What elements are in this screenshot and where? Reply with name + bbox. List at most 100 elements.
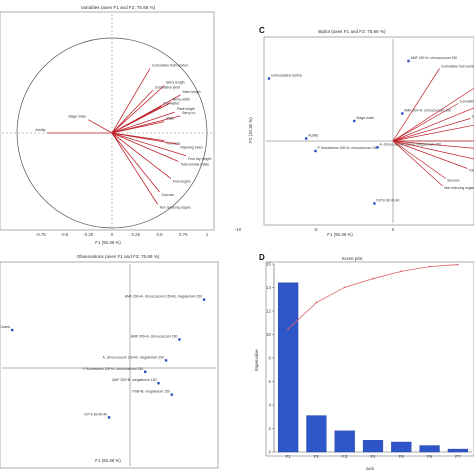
panel-a-frame [0, 11, 215, 231]
scree-bar [334, 430, 355, 453]
x-tick-label: 0.25 [131, 232, 140, 237]
variable-label: Berry no. [182, 111, 196, 115]
observation-label: A. chroococcum 150+B. megaterium 150 [103, 355, 165, 359]
variable-vector [392, 118, 471, 142]
panel-c-ylabel: F2 (10.30 %) [248, 117, 253, 143]
observation-point [314, 149, 317, 153]
cumulative-point [315, 301, 318, 304]
scree-bar [391, 441, 412, 453]
scree-bar [447, 448, 468, 453]
observation-label: PSB+B. megaterium 150 [132, 390, 170, 394]
variable-label: Cumulative fruit number [152, 63, 189, 67]
variable-vector [111, 132, 160, 193]
observation-point [407, 59, 410, 63]
scree-bar [362, 440, 384, 453]
x-tick-label: -0.25 [83, 232, 94, 237]
cumulative-point [287, 328, 290, 330]
cumulative-point [456, 263, 459, 266]
panel-c-frame [263, 36, 474, 226]
y-tick-label: 6 [269, 379, 272, 384]
variable-label: Cumulative yield [460, 100, 474, 104]
panel-a-variables: Variables (axes F1 and F2: 75.68 %) Cumu… [0, 5, 215, 245]
x-tick-label: F6 [427, 454, 433, 459]
variable-vector [392, 88, 474, 142]
cumulative-point [372, 277, 374, 280]
observation-label: Acidity [308, 134, 318, 138]
observation-point [178, 338, 181, 341]
panel-c-title: Biplot (axes F1 and F2: 75.68 %) [318, 29, 386, 34]
variable-vector [392, 140, 468, 169]
panel-b-observations: Observations (axes F1 and F2: 75.68 %) C… [0, 254, 219, 469]
panel-d-scree: D Scree plot 0 2 4 6 8 10 12 14 16 F1 F2 F3 F4 F5 F6 F7… [254, 253, 474, 471]
observation-label: AMF 150+A. chroococcum 150 [411, 56, 458, 60]
observation-point [401, 112, 404, 115]
x-tick-label: -0.75 [36, 232, 47, 237]
variable-vector [392, 103, 459, 142]
panel-b-frame [0, 261, 219, 469]
x-tick-label: -0.5 [61, 232, 69, 237]
variable-vector [111, 106, 162, 134]
variable-vector [111, 121, 165, 134]
cumulative-point [428, 265, 431, 268]
panel-d-title: Scree plot [342, 256, 363, 261]
observation-point [164, 359, 168, 362]
observation-label: Control [0, 325, 10, 329]
x-tick-label: F4 [370, 454, 376, 459]
panel-d-letter: D [259, 253, 265, 262]
cumulative-point [343, 286, 346, 289]
observation-point [107, 416, 111, 419]
panel-d-ylabel: Eigenvalue [254, 349, 259, 371]
variable-vector [111, 111, 175, 134]
y-tick-label: 14 [266, 285, 271, 290]
observation-point [11, 328, 14, 332]
x-tick-label: 0.75 [179, 232, 188, 237]
variable-label: Non reducing sugars [444, 186, 474, 190]
x-tick-label: -5 [314, 227, 318, 232]
variable-label: Dry matter [163, 101, 180, 105]
y-tick-label: 8 [269, 356, 272, 361]
x-tick-label: F2 [314, 454, 320, 459]
cumulative-variability-line [287, 264, 458, 330]
panel-b-xlabel: F1 (65.38 %) [95, 458, 121, 463]
variable-vector [111, 85, 165, 134]
variable-vector [111, 89, 154, 134]
variable-label: Total soluble solids [469, 169, 474, 173]
observation-label: A. chroococcum 150+B. megaterium 150 [380, 142, 442, 146]
variable-label: Sucrose [447, 179, 460, 183]
y-tick-label: 2 [269, 426, 272, 431]
observation-point [202, 298, 206, 301]
variable-label: Non reducing sugars [160, 205, 192, 209]
variable-vector [111, 132, 187, 157]
x-tick-label: F1 [286, 454, 292, 459]
variable-vector [392, 140, 446, 179]
variable-vector [111, 132, 158, 205]
observation-point [170, 393, 173, 396]
variable-label: Berry length [166, 81, 184, 85]
observation-label: P. fluorescens 150+A. chroococcum 150 [83, 367, 144, 371]
x-tick-label: -10 [235, 227, 242, 232]
variable-vector [111, 132, 172, 179]
variable-vector [392, 68, 440, 142]
variable-vector [111, 132, 179, 162]
observation-label: Uninoculated control [271, 74, 302, 78]
x-tick-label: 0 [111, 232, 114, 237]
variable-vector [392, 124, 474, 142]
variable-label: Cumulative yield [155, 85, 180, 89]
variable-label: Berry width [173, 98, 190, 102]
variable-label: Total soluble solids [181, 163, 210, 167]
variable-vector [392, 140, 443, 187]
variable-label: Dry matter [472, 115, 474, 119]
x-tick-label: 0.5 [156, 232, 163, 237]
observation-point [157, 382, 160, 385]
observation-point [353, 119, 356, 123]
panel-a-xlabel: F1 (65.38 %) [95, 240, 121, 245]
variable-label: Fruit dry weight [188, 157, 211, 161]
panel-c-xlabel: F1 (65.38 %) [327, 232, 353, 237]
x-tick-label: F5 [399, 454, 405, 459]
observation-label: N:P:K 80:40:40 [376, 199, 399, 203]
variable-label: Plant height [177, 107, 195, 111]
observation-point [376, 146, 379, 149]
x-tick-label: F7 [455, 454, 461, 459]
y-tick-label: 10 [266, 332, 271, 337]
